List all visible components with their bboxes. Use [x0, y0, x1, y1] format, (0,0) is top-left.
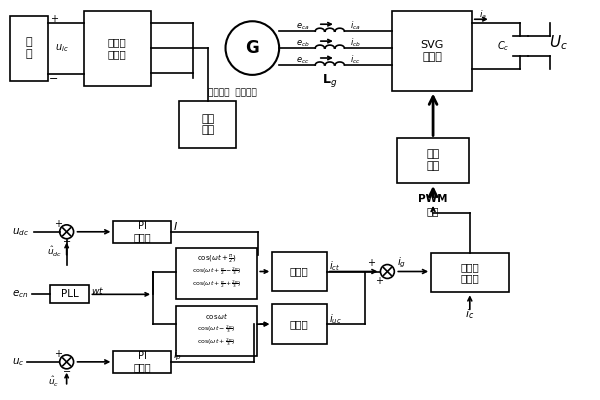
Circle shape	[380, 264, 394, 278]
Text: $i_g$: $i_g$	[397, 255, 407, 270]
Text: $\cos(\omega t+\frac{\pi}{2})$: $\cos(\omega t+\frac{\pi}{2})$	[197, 252, 236, 265]
Text: $i_{uc}$: $i_{uc}$	[329, 312, 341, 326]
Bar	[179, 101, 236, 148]
Text: +: +	[367, 258, 376, 268]
Text: PI
控制器: PI 控制器	[133, 221, 151, 242]
Text: $\cos(\omega t+\frac{\pi}{2}+\frac{2\pi}{3})$: $\cos(\omega t+\frac{\pi}{2}+\frac{2\pi}…	[192, 278, 241, 290]
Text: 不可控
整流桥: 不可控 整流桥	[108, 37, 127, 59]
Text: +: +	[50, 14, 58, 24]
Text: 负
载: 负 载	[26, 37, 32, 59]
Text: 自励
电容: 自励 电容	[201, 114, 214, 135]
Bar	[431, 253, 509, 292]
Text: $C_c$: $C_c$	[497, 39, 510, 53]
Text: $i_a$: $i_a$	[479, 8, 487, 20]
Text: $i_p$: $i_p$	[173, 349, 182, 363]
Text: $e_{ca}$: $e_{ca}$	[296, 22, 310, 32]
Text: $e_{cb}$: $e_{cb}$	[296, 39, 310, 49]
Text: $I$: $I$	[173, 220, 178, 232]
Text: SVG
主电路: SVG 主电路	[421, 40, 444, 62]
Circle shape	[226, 21, 279, 75]
Text: +: +	[53, 349, 62, 359]
Text: $i_{ca}$: $i_{ca}$	[350, 20, 361, 32]
Text: PWM
信号: PWM 信号	[418, 194, 448, 216]
Text: $U_c$: $U_c$	[549, 34, 568, 52]
Text: −: −	[62, 367, 71, 377]
Text: 乘法器: 乘法器	[290, 319, 308, 329]
Text: 电流跟
踪控制: 电流跟 踪控制	[460, 262, 479, 283]
Bar	[50, 286, 89, 303]
Bar	[397, 138, 469, 183]
Text: $\hat{u}_c$: $\hat{u}_c$	[48, 375, 59, 389]
Text: 乘法器: 乘法器	[290, 266, 308, 276]
Text: $u_{ic}$: $u_{ic}$	[55, 42, 68, 54]
Text: 驱动
电路: 驱动 电路	[427, 150, 440, 171]
Text: $u_{dc}$: $u_{dc}$	[12, 226, 29, 238]
Circle shape	[59, 355, 74, 369]
Bar	[83, 11, 151, 86]
Text: $i_{cb}$: $i_{cb}$	[350, 37, 361, 49]
Text: $\hat{u}_{dc}$: $\hat{u}_{dc}$	[47, 244, 62, 259]
Bar	[176, 248, 257, 299]
Bar	[272, 304, 327, 344]
Circle shape	[59, 225, 74, 239]
Text: $e_{cn}$: $e_{cn}$	[12, 288, 28, 300]
Text: $wt$: $wt$	[91, 285, 104, 296]
Bar	[10, 16, 48, 81]
Text: $e_{cc}$: $e_{cc}$	[296, 56, 310, 66]
Text: $i_{cc}$: $i_{cc}$	[350, 54, 361, 66]
Bar	[113, 351, 171, 373]
Text: 功率绕组  控制绕组: 功率绕组 控制绕组	[208, 88, 257, 97]
Bar	[272, 252, 327, 291]
Bar	[392, 11, 472, 91]
Bar	[176, 306, 257, 356]
Text: $\mathbf{L}_{g}$: $\mathbf{L}_{g}$	[322, 72, 337, 89]
Bar	[113, 221, 171, 243]
Text: −: −	[49, 74, 58, 84]
Text: PLL: PLL	[61, 289, 79, 299]
Text: $i_c$: $i_c$	[465, 307, 475, 321]
Text: $\cos\omega t$: $\cos\omega t$	[205, 311, 229, 321]
Text: $u_c$: $u_c$	[12, 356, 25, 368]
Text: $\cos(\omega t-\frac{2\pi}{3})$: $\cos(\omega t-\frac{2\pi}{3})$	[197, 323, 236, 335]
Text: PI
控制器: PI 控制器	[133, 351, 151, 373]
Text: $i_{ct}$: $i_{ct}$	[329, 260, 340, 274]
Text: +: +	[53, 219, 62, 229]
Text: +: +	[376, 276, 383, 286]
Text: $\cos(\omega t+\frac{\pi}{2}-\frac{2\pi}{3})$: $\cos(\omega t+\frac{\pi}{2}-\frac{2\pi}…	[192, 266, 241, 278]
Text: G: G	[245, 39, 259, 57]
Text: −: −	[62, 237, 71, 247]
Text: $\cos(\omega t+\frac{2\pi}{3})$: $\cos(\omega t+\frac{2\pi}{3})$	[197, 336, 236, 348]
